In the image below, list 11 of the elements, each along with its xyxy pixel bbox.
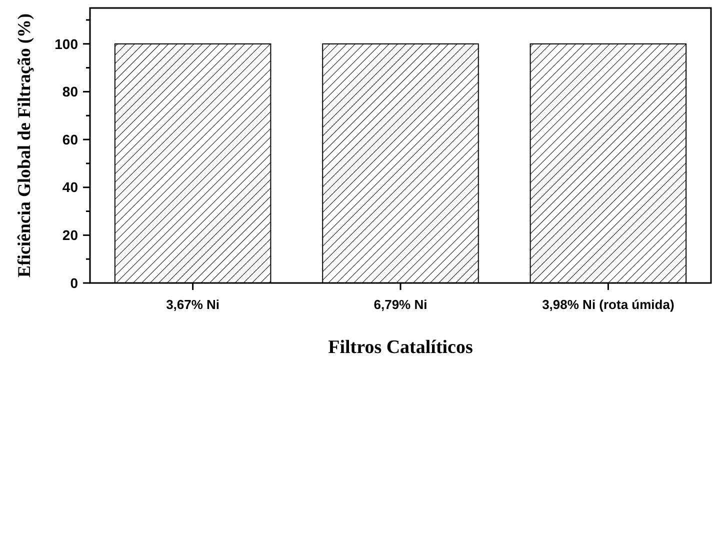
y-axis-title: Eficiência Global de Filtração (%)	[14, 14, 34, 278]
y-tick-label: 0	[70, 274, 78, 291]
x-axis-title: Filtros Catalíticos	[328, 337, 473, 358]
y-tick-label: 60	[62, 131, 78, 148]
x-tick-label: 6,79% Ni	[374, 297, 428, 312]
y-tick-label: 40	[62, 179, 78, 196]
x-tick-label: 3,67% Ni	[166, 297, 220, 312]
y-tick-label: 20	[62, 227, 78, 244]
y-tick-label: 100	[54, 36, 78, 52]
x-tick-label: 3,98% Ni (rota úmida)	[542, 297, 674, 312]
y-tick-label: 80	[62, 84, 78, 100]
